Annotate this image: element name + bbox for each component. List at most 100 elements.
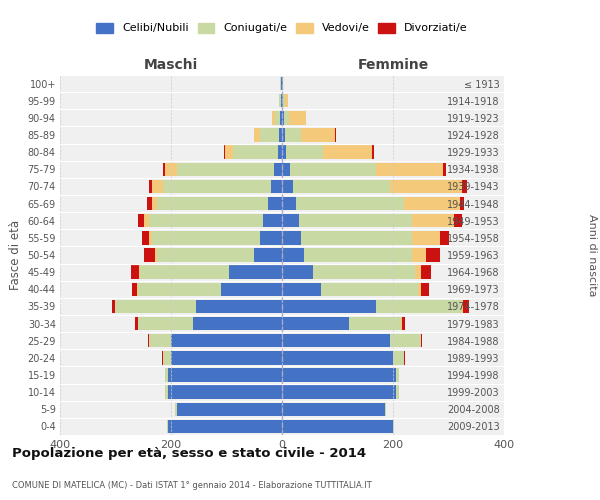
Bar bbox=[402, 317, 404, 330]
Bar bbox=[373, 146, 374, 159]
Y-axis label: Fasce di età: Fasce di età bbox=[9, 220, 22, 290]
Bar bbox=[166, 386, 168, 399]
Bar bbox=[152, 197, 157, 210]
Bar bbox=[254, 248, 282, 262]
Bar bbox=[157, 197, 268, 210]
Bar bbox=[443, 162, 446, 176]
Bar bbox=[454, 214, 463, 228]
Bar bbox=[161, 351, 163, 364]
Bar bbox=[323, 146, 373, 159]
Bar bbox=[290, 162, 376, 176]
Bar bbox=[149, 214, 263, 228]
Bar bbox=[282, 197, 296, 210]
Bar bbox=[279, 128, 282, 141]
Text: Maschi: Maschi bbox=[144, 58, 198, 71]
Bar bbox=[145, 214, 149, 228]
Bar bbox=[282, 180, 293, 193]
Bar bbox=[282, 266, 313, 279]
Bar bbox=[376, 162, 443, 176]
Bar bbox=[299, 214, 412, 228]
Bar bbox=[233, 146, 278, 159]
Bar bbox=[140, 266, 229, 279]
Bar bbox=[281, 77, 282, 90]
Bar bbox=[412, 214, 454, 228]
Bar bbox=[163, 162, 166, 176]
Bar bbox=[282, 368, 396, 382]
Bar bbox=[335, 128, 336, 141]
Bar bbox=[418, 282, 421, 296]
Bar bbox=[393, 420, 394, 433]
Bar bbox=[149, 180, 152, 193]
Bar bbox=[138, 282, 221, 296]
Bar bbox=[167, 420, 168, 433]
Bar bbox=[112, 300, 115, 313]
Bar bbox=[296, 197, 404, 210]
Bar bbox=[289, 111, 306, 124]
Bar bbox=[313, 266, 415, 279]
Bar bbox=[404, 197, 460, 210]
Bar bbox=[260, 128, 279, 141]
Bar bbox=[163, 351, 171, 364]
Bar bbox=[463, 180, 467, 193]
Bar bbox=[279, 94, 281, 108]
Bar bbox=[142, 231, 149, 244]
Text: Popolazione per età, sesso e stato civile - 2014: Popolazione per età, sesso e stato civil… bbox=[12, 448, 366, 460]
Bar bbox=[282, 94, 283, 108]
Bar bbox=[157, 248, 254, 262]
Legend: Celibi/Nubili, Coniugati/e, Vedovi/e, Divorziati/e: Celibi/Nubili, Coniugati/e, Vedovi/e, Di… bbox=[93, 20, 471, 37]
Bar bbox=[196, 300, 282, 313]
Bar bbox=[282, 351, 393, 364]
Bar bbox=[168, 368, 282, 382]
Bar bbox=[274, 162, 282, 176]
Bar bbox=[282, 334, 390, 347]
Bar bbox=[271, 180, 282, 193]
Bar bbox=[281, 94, 282, 108]
Bar bbox=[224, 146, 225, 159]
Bar bbox=[412, 231, 440, 244]
Bar bbox=[282, 128, 285, 141]
Bar bbox=[171, 334, 282, 347]
Text: Femmine: Femmine bbox=[358, 58, 428, 71]
Bar bbox=[285, 94, 287, 108]
Bar bbox=[115, 300, 196, 313]
Bar bbox=[282, 231, 301, 244]
Bar bbox=[268, 197, 282, 210]
Bar bbox=[283, 94, 285, 108]
Bar bbox=[282, 111, 284, 124]
Bar bbox=[221, 282, 282, 296]
Bar bbox=[263, 214, 282, 228]
Bar bbox=[282, 248, 304, 262]
Bar bbox=[155, 248, 157, 262]
Bar bbox=[225, 146, 233, 159]
Bar bbox=[135, 317, 138, 330]
Bar bbox=[390, 180, 463, 193]
Bar bbox=[301, 128, 335, 141]
Bar bbox=[168, 386, 282, 399]
Bar bbox=[280, 111, 282, 124]
Bar bbox=[278, 146, 282, 159]
Bar bbox=[396, 386, 398, 399]
Bar bbox=[284, 111, 289, 124]
Bar bbox=[175, 402, 176, 416]
Bar bbox=[282, 282, 321, 296]
Bar bbox=[463, 300, 469, 313]
Bar bbox=[138, 214, 145, 228]
Bar bbox=[260, 231, 282, 244]
Bar bbox=[293, 180, 390, 193]
Bar bbox=[145, 248, 155, 262]
Bar bbox=[390, 334, 421, 347]
Bar bbox=[421, 282, 429, 296]
Bar bbox=[138, 317, 193, 330]
Bar bbox=[163, 180, 271, 193]
Bar bbox=[171, 351, 282, 364]
Bar bbox=[421, 334, 422, 347]
Bar bbox=[147, 197, 152, 210]
Bar bbox=[168, 420, 282, 433]
Bar bbox=[275, 111, 280, 124]
Bar bbox=[282, 300, 376, 313]
Bar bbox=[166, 368, 168, 382]
Bar bbox=[229, 266, 282, 279]
Bar bbox=[176, 402, 282, 416]
Bar bbox=[282, 214, 299, 228]
Text: Anni di nascita: Anni di nascita bbox=[587, 214, 597, 296]
